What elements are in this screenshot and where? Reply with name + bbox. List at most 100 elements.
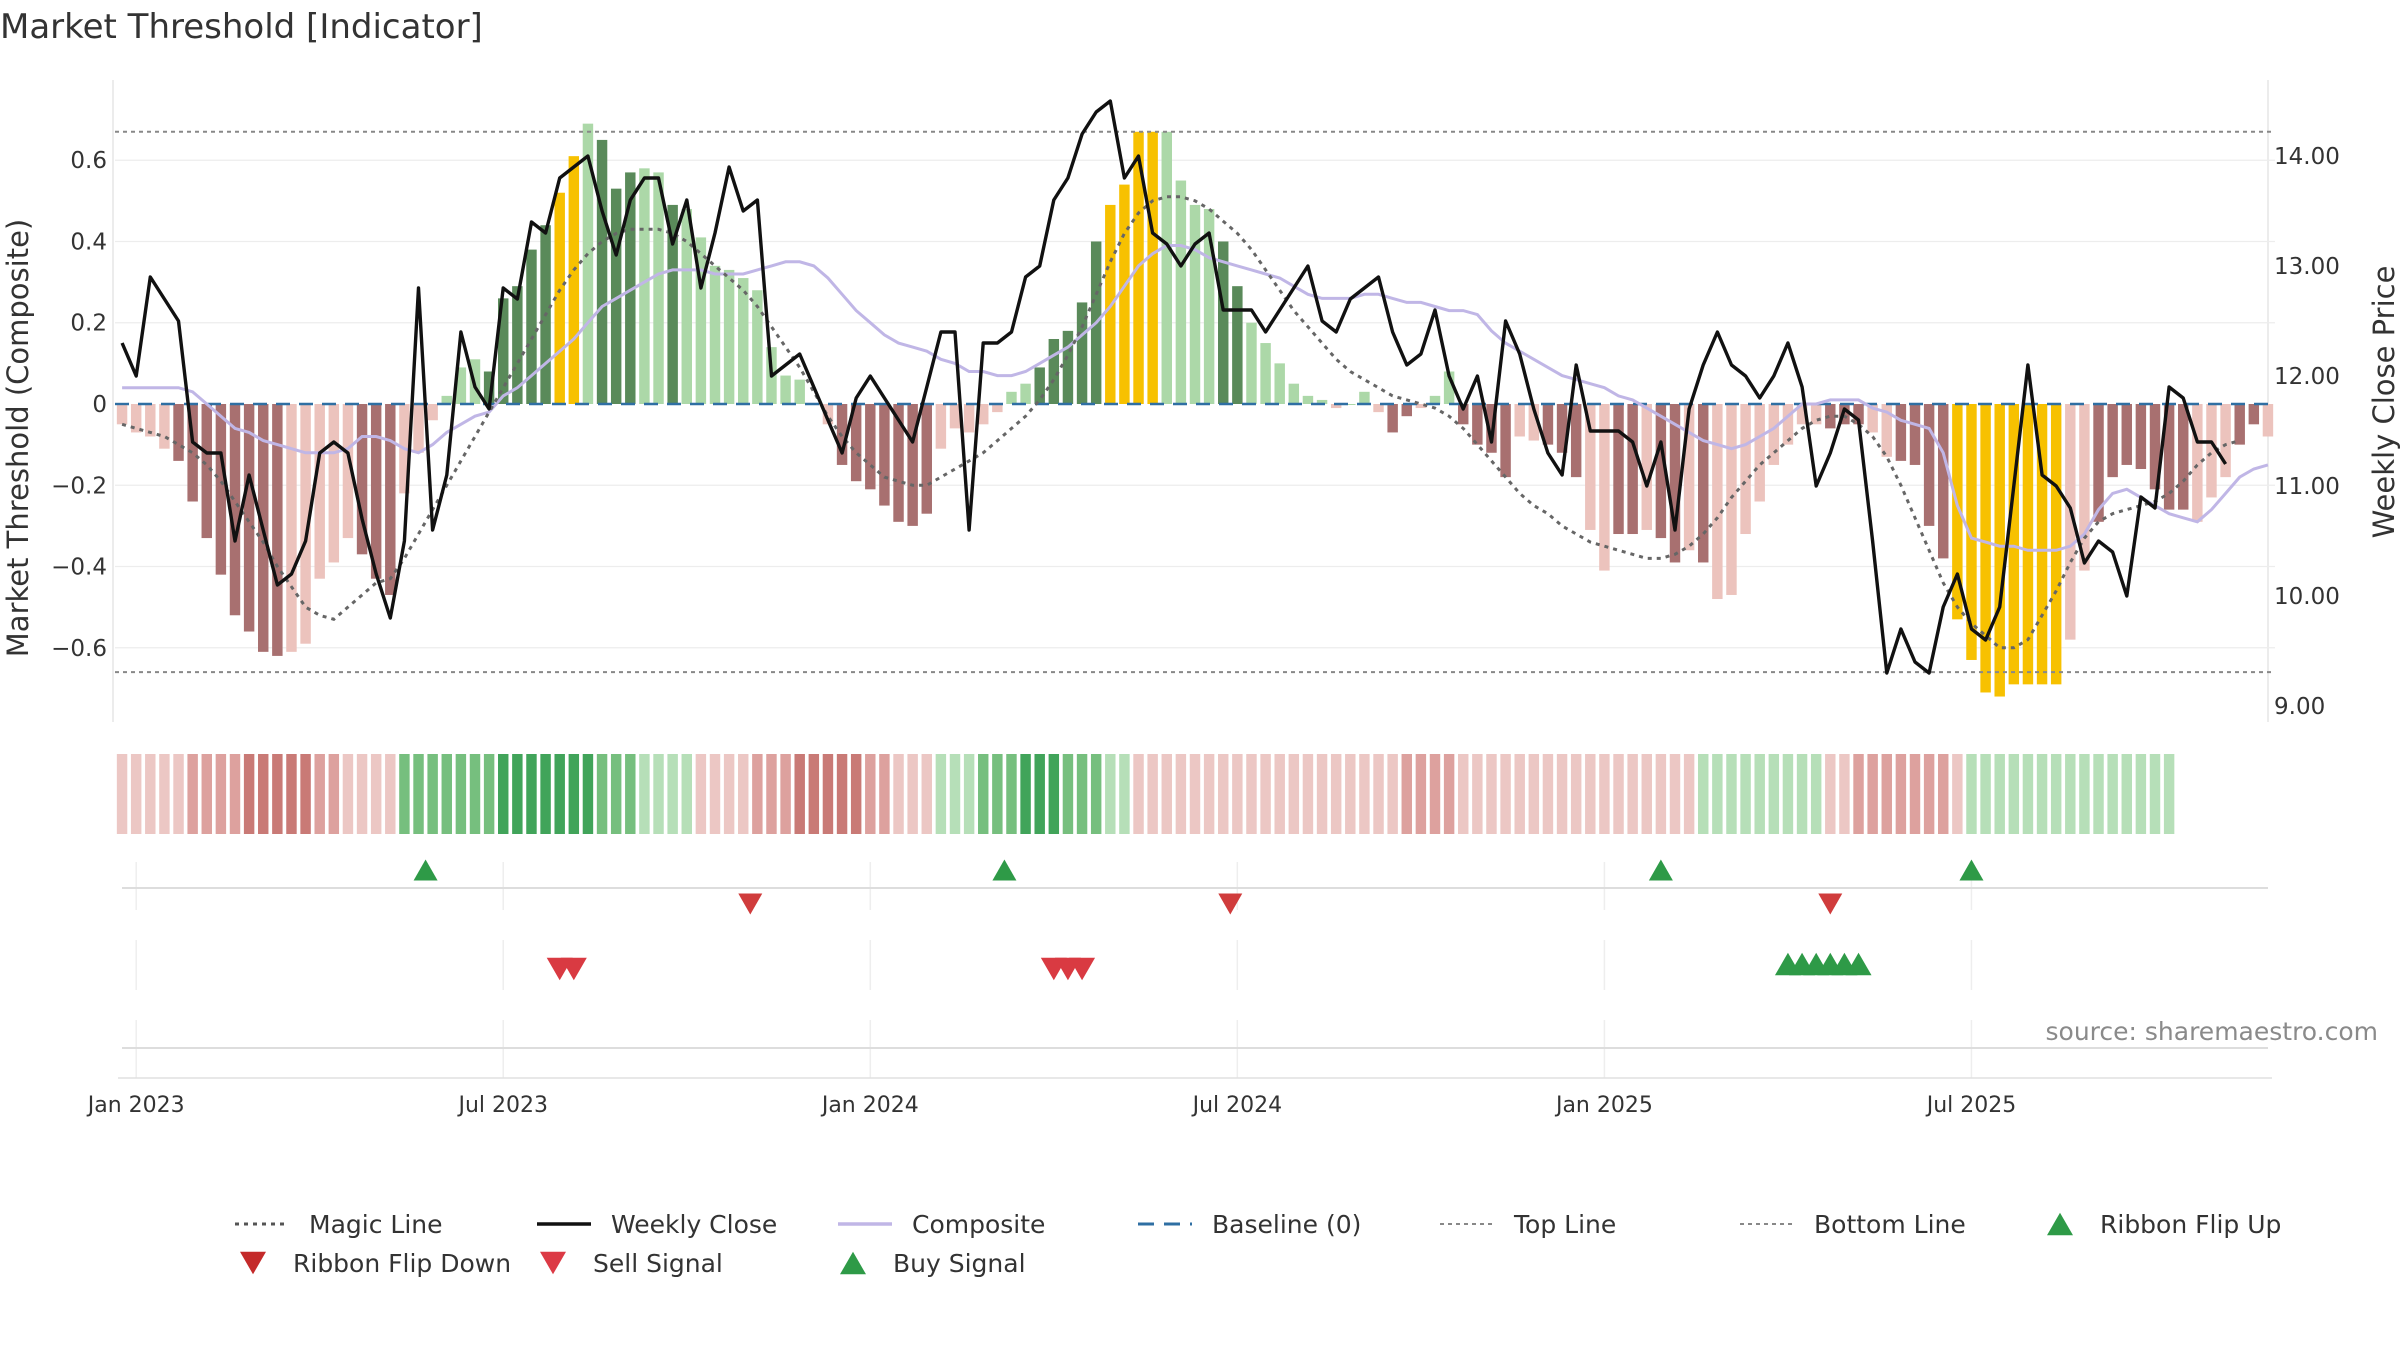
ribbon-cell	[1683, 754, 1695, 834]
y2-axis-title: Weekly Close Price	[2367, 266, 2400, 539]
threshold-bar	[1006, 391, 1017, 404]
ribbon-cell	[1288, 754, 1300, 834]
legend-item: Composite	[838, 1210, 1045, 1239]
threshold-bar	[1401, 404, 1412, 417]
ribbon-cell	[1161, 754, 1172, 834]
threshold-bar	[667, 204, 678, 404]
threshold-bar	[625, 172, 636, 404]
threshold-bar	[1189, 204, 1201, 404]
ribbon-cell	[1712, 754, 1723, 834]
threshold-bar	[2107, 404, 2118, 478]
ribbon-cell	[2065, 754, 2076, 834]
ribbon-cell	[1754, 754, 1765, 834]
buy-signal-marker	[413, 859, 438, 881]
legend-label: Weekly Close	[611, 1210, 777, 1239]
ribbon-cell	[1782, 754, 1794, 834]
threshold-bar	[1909, 404, 1921, 465]
ribbon-cell	[596, 754, 608, 834]
legend-label: Ribbon Flip Down	[293, 1249, 511, 1278]
ribbon-cell	[2107, 754, 2118, 834]
threshold-bar	[356, 404, 368, 555]
ribbon-cell	[1105, 754, 1116, 834]
threshold-bar	[1627, 404, 1638, 535]
x-tick-label: Jul 2023	[456, 1093, 548, 1118]
threshold-bar	[1246, 322, 1257, 404]
threshold-bar	[286, 404, 297, 652]
threshold-bar	[1232, 286, 1243, 404]
ribbon-cell	[1528, 754, 1540, 834]
legend: Magic Line Weekly Close Composite Baseline …	[235, 1210, 2281, 1278]
legend-label: Ribbon Flip Up	[2100, 1210, 2281, 1239]
ribbon-cell	[907, 754, 918, 834]
ribbon-cell	[1514, 754, 1525, 834]
ribbon-cell	[695, 754, 707, 834]
composite-line	[122, 244, 2269, 552]
ribbon-cell	[1952, 754, 1963, 834]
threshold-bar	[1923, 404, 1935, 526]
ribbon-cell	[2093, 754, 2104, 834]
ribbon-cell	[1599, 754, 1610, 834]
threshold-bar	[738, 278, 749, 404]
legend-label: Magic Line	[309, 1210, 443, 1239]
x-tick-label: Jan 2025	[1554, 1093, 1653, 1118]
threshold-bar	[1500, 404, 1511, 478]
threshold-bar	[173, 404, 184, 461]
ribbon-cell	[1839, 754, 1850, 834]
ribbon-cell	[766, 754, 777, 834]
y-tick-label: 0.2	[70, 311, 107, 337]
ribbon-flip-down-marker	[1818, 893, 1843, 915]
threshold-bar	[159, 404, 170, 449]
ribbon-cell	[1909, 754, 1921, 834]
threshold-bar	[1613, 404, 1624, 535]
ribbon-cell	[1302, 754, 1314, 834]
ribbon-cell	[2079, 754, 2090, 834]
threshold-bar	[2149, 404, 2161, 490]
threshold-bar	[1302, 395, 1314, 404]
source-credit: source: sharemaestro.com	[2046, 1017, 2379, 1046]
ribbon-cell	[1641, 754, 1652, 834]
ribbon-strip	[116, 754, 2175, 834]
threshold-bar	[709, 265, 721, 404]
y-tick-label: −0.4	[51, 555, 107, 581]
ribbon-cell	[427, 754, 438, 834]
threshold-bar	[2093, 404, 2104, 522]
threshold-bar	[272, 404, 283, 656]
threshold-bar	[1895, 404, 1907, 461]
ribbon-cell	[893, 754, 904, 834]
legend-swatch	[540, 1251, 566, 1275]
threshold-bar	[1458, 404, 1469, 425]
legend-label: Buy Signal	[893, 1249, 1026, 1278]
threshold-bar	[1556, 404, 1568, 453]
threshold-bar	[2248, 404, 2260, 425]
ribbon-cell	[738, 754, 749, 834]
ribbon-cell	[1542, 754, 1554, 834]
ribbon-cell	[1232, 754, 1243, 834]
threshold-bar	[1034, 367, 1045, 404]
y2-tick-label: 14.00	[2274, 144, 2340, 170]
threshold-bar	[653, 172, 664, 404]
legend-item: Ribbon Flip Up	[2047, 1210, 2281, 1239]
threshold-bar	[1867, 404, 1878, 433]
ribbon-cell	[1740, 754, 1751, 834]
ribbon-cell	[978, 754, 989, 834]
threshold-bar	[1641, 404, 1652, 530]
x-tick-label: Jul 2024	[1191, 1093, 1283, 1118]
ribbon-cell	[1825, 754, 1836, 834]
ribbon-cell	[215, 754, 227, 834]
threshold-bar	[723, 269, 735, 404]
ribbon-cell	[808, 754, 820, 834]
threshold-bar	[243, 404, 255, 632]
threshold-bar	[1415, 404, 1427, 409]
y-tick-label: 0	[92, 392, 107, 418]
ribbon-cell	[836, 754, 848, 834]
threshold-bar	[2065, 404, 2076, 640]
x-tick-label: Jul 2025	[1925, 1093, 2017, 1118]
ribbon-cell	[639, 754, 650, 834]
threshold-bar	[441, 395, 452, 404]
threshold-bar	[850, 404, 862, 482]
ribbon-cell	[1147, 754, 1158, 834]
y-tick-label: −0.2	[51, 473, 107, 499]
threshold-bar	[1359, 391, 1370, 404]
ribbon-cell	[483, 754, 495, 834]
ribbon-cell	[681, 754, 692, 834]
